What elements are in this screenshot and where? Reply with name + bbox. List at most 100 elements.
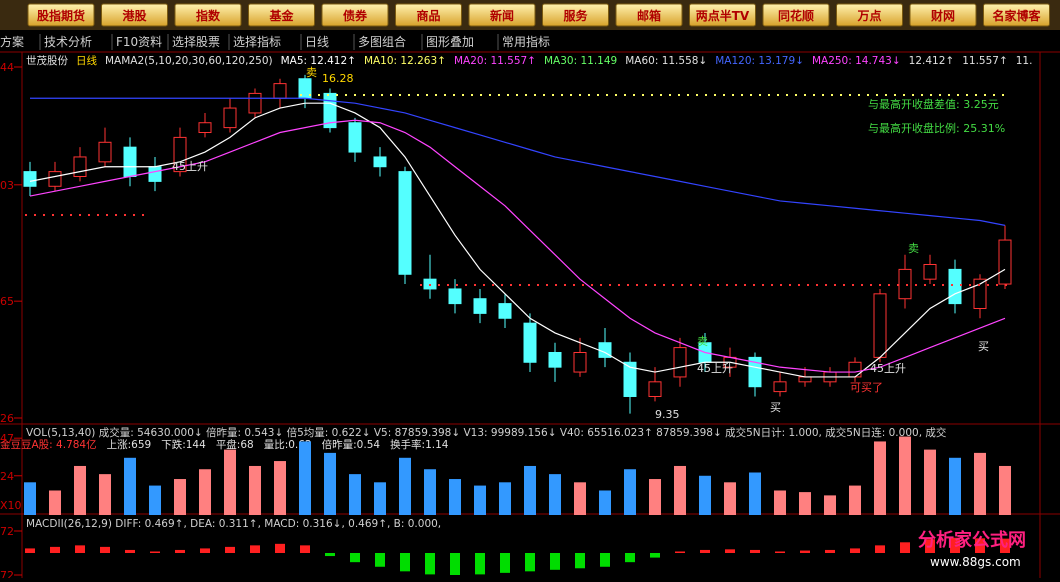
macd-bar	[575, 553, 585, 569]
volume-bar	[574, 482, 586, 515]
y-tick-label: 03	[0, 179, 14, 192]
volume-bar	[849, 485, 861, 515]
toolbar-button[interactable]	[542, 3, 609, 27]
annotation: 45上升	[870, 362, 906, 375]
toolbar-button[interactable]	[468, 3, 536, 27]
y-tick-label: 65	[0, 295, 14, 308]
toolbar-button[interactable]	[836, 3, 903, 27]
volume-bar	[124, 457, 136, 515]
indicator-value: 12.412↑	[909, 55, 955, 67]
menu-item[interactable]: F10资料	[116, 35, 162, 49]
menu-item[interactable]: 图形叠加	[426, 35, 474, 49]
volume-bar	[424, 469, 436, 515]
indicator-value: MA120: 13.179↓	[715, 55, 804, 67]
macd-bar	[100, 546, 110, 553]
menu-item[interactable]: 多图组合	[358, 34, 406, 49]
toolbar-button-label[interactable]: 股指期货	[37, 8, 85, 23]
toolbar-button-label[interactable]: 两点半TV	[696, 8, 750, 23]
menu-item[interactable]: 选择指标	[233, 34, 281, 49]
toolbar-button[interactable]	[27, 3, 95, 27]
volume-bar	[174, 479, 186, 515]
toolbar-button-label[interactable]: 邮箱	[637, 8, 661, 23]
volume-bar	[224, 449, 236, 515]
toolbar-button[interactable]	[909, 3, 977, 27]
volume-bar	[699, 475, 711, 515]
indicator-value: MA30: 11.149	[544, 55, 617, 67]
ma-line	[29, 119, 1006, 373]
toolbar-button[interactable]	[174, 3, 242, 27]
toolbar-button-label[interactable]: 基金	[268, 8, 294, 23]
volume-bar	[874, 441, 886, 515]
volume-bar	[649, 479, 661, 515]
macd-bar	[250, 545, 260, 553]
watermark: www.88gs.com	[930, 555, 1021, 569]
macd-bar	[625, 553, 635, 563]
macd-bar	[600, 553, 610, 567]
menu-item[interactable]: 技术分析	[44, 35, 92, 49]
menu-item[interactable]: 选择股票	[172, 35, 220, 49]
toolbar-button-label[interactable]: 指数	[196, 8, 221, 23]
menu-item[interactable]: 方案	[0, 34, 24, 49]
volume-bar	[274, 461, 286, 515]
toolbar-button[interactable]	[101, 3, 168, 27]
volume-bar	[499, 482, 511, 515]
macd-bar	[500, 553, 510, 573]
toolbar-button[interactable]	[615, 3, 683, 27]
toolbar-button[interactable]	[248, 3, 315, 27]
volume-bar	[824, 495, 836, 515]
toolbar-button-label[interactable]: 新闻	[490, 8, 514, 23]
toolbar-button-label[interactable]: 港股	[122, 8, 147, 23]
toolbar-button-label[interactable]: 同花顺	[778, 8, 814, 23]
candle-body	[548, 351, 562, 368]
macd-bar	[475, 553, 485, 575]
candle-body	[198, 122, 212, 134]
toolbar-button[interactable]	[689, 3, 756, 27]
macd-bar	[525, 553, 535, 572]
menu-item[interactable]: 常用指标	[502, 34, 550, 49]
toolbar-button-label[interactable]: 财网	[930, 8, 955, 23]
annotation: 卖	[306, 66, 317, 79]
toolbar-button-label[interactable]: 万点	[856, 8, 881, 23]
macd-bar	[750, 549, 760, 553]
candle-body	[248, 92, 262, 114]
toolbar-button-label[interactable]: 服务	[563, 8, 588, 23]
volume-bar	[324, 452, 336, 515]
candle-body	[448, 288, 462, 305]
candle-body	[748, 356, 762, 388]
candle-body	[923, 263, 937, 280]
toolbar-button[interactable]	[762, 3, 830, 27]
candle-body	[848, 361, 862, 378]
market-info: 换手率:1.14	[390, 438, 449, 451]
toolbar-button-label[interactable]: 名家博客	[992, 8, 1041, 23]
y-tick-label: 72	[0, 569, 14, 578]
macd-bar	[325, 553, 335, 557]
volume-bar	[674, 465, 686, 515]
volume-bar	[74, 465, 86, 515]
toolbar-button[interactable]	[321, 3, 389, 27]
menu-item[interactable]: 日线	[305, 35, 329, 49]
y-tick-label: 72	[0, 525, 14, 538]
macd-bar	[450, 553, 460, 575]
candle-body	[123, 146, 137, 178]
annotation: 卖	[697, 335, 708, 348]
volume-bar	[299, 441, 311, 515]
macd-bar	[900, 542, 910, 553]
macd-bar	[225, 546, 235, 553]
toolbar-button-label[interactable]: 债券	[343, 8, 368, 23]
macd-bar	[75, 545, 85, 553]
macd-bar	[925, 539, 935, 553]
volume-bar	[49, 490, 61, 515]
y-tick-label: 26	[0, 412, 14, 425]
candle-body	[898, 268, 912, 300]
volume-bar	[899, 436, 911, 515]
candle-body	[773, 381, 787, 393]
y-tick-label: 24	[0, 470, 14, 483]
toolbar-button-label[interactable]: 商品	[416, 8, 440, 23]
volume-bar	[374, 482, 386, 515]
toolbar-button[interactable]	[983, 3, 1050, 27]
candle-body	[523, 322, 537, 363]
indicator-value: MA250: 14.743↓	[812, 55, 901, 67]
toolbar-button[interactable]	[395, 3, 462, 27]
macd-bar	[175, 549, 185, 553]
